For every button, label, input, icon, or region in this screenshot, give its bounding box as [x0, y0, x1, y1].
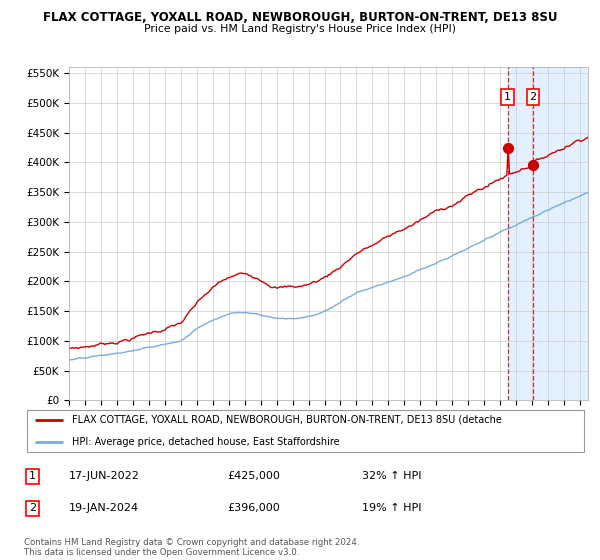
Text: 2: 2: [29, 503, 36, 514]
Text: Price paid vs. HM Land Registry's House Price Index (HPI): Price paid vs. HM Land Registry's House …: [144, 24, 456, 34]
Bar: [508, 67, 588, 400]
Text: 1: 1: [504, 92, 511, 102]
Point: [528, 160, 538, 169]
Text: 2: 2: [529, 92, 536, 102]
Text: £396,000: £396,000: [227, 503, 280, 514]
Text: 1: 1: [29, 472, 36, 481]
Text: 17-JUN-2022: 17-JUN-2022: [69, 472, 140, 481]
Text: Contains HM Land Registry data © Crown copyright and database right 2024.
This d: Contains HM Land Registry data © Crown c…: [24, 538, 359, 557]
Text: FLAX COTTAGE, YOXALL ROAD, NEWBOROUGH, BURTON-ON-TRENT, DE13 8SU (detache: FLAX COTTAGE, YOXALL ROAD, NEWBOROUGH, B…: [72, 415, 502, 425]
FancyBboxPatch shape: [27, 409, 584, 452]
Text: FLAX COTTAGE, YOXALL ROAD, NEWBOROUGH, BURTON-ON-TRENT, DE13 8SU: FLAX COTTAGE, YOXALL ROAD, NEWBOROUGH, B…: [43, 11, 557, 24]
Text: HPI: Average price, detached house, East Staffordshire: HPI: Average price, detached house, East…: [72, 437, 340, 447]
Point: [503, 143, 512, 152]
Text: 19% ↑ HPI: 19% ↑ HPI: [362, 503, 422, 514]
Text: 19-JAN-2024: 19-JAN-2024: [69, 503, 139, 514]
Text: 32% ↑ HPI: 32% ↑ HPI: [362, 472, 422, 481]
Text: £425,000: £425,000: [227, 472, 280, 481]
